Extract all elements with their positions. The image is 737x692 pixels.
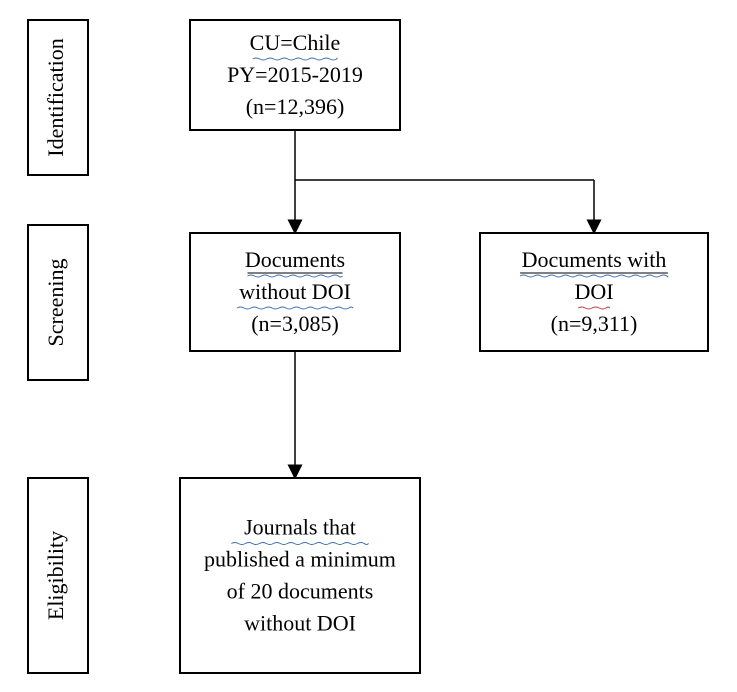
node-journals-line-0: Journals that (244, 515, 356, 540)
side-label-screening: Screening (43, 259, 68, 347)
node-without-line-0: Documents (245, 247, 345, 272)
node-journals (180, 478, 420, 673)
node-root-line-2: (n=12,396) (246, 94, 345, 119)
node-without-line-2: (n=3,085) (251, 311, 339, 336)
node-root-line-1: PY=2015-2019 (227, 62, 363, 87)
side-label-eligibility: Eligibility (43, 531, 68, 620)
flowchart: Identification Screening Eligibility CU=Chi… (0, 0, 737, 692)
node-journals-line-1: published a minimum (204, 547, 396, 572)
side-label-identification: Identification (43, 38, 68, 157)
node-without-line-1: without DOI (239, 279, 351, 304)
node-root-line-0: CU=Chile (250, 30, 341, 55)
node-with-line-2: (n=9,311) (551, 311, 638, 336)
node-with-line-0: Documents with (522, 247, 667, 272)
node-journals-line-2: of 20 documents (227, 579, 374, 604)
node-journals-line-3: without DOI (244, 611, 356, 636)
node-with-line-1: DOI (574, 279, 613, 304)
